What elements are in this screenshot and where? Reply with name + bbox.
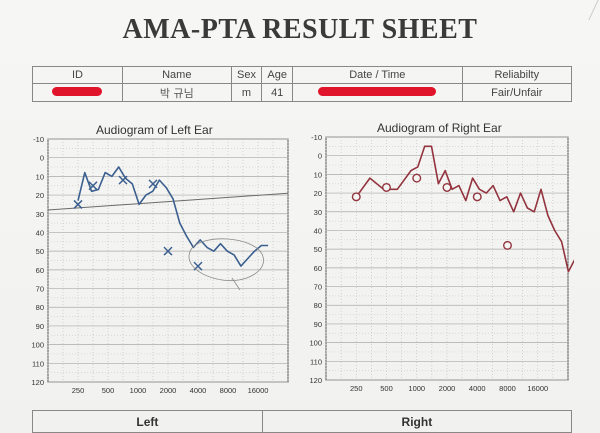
sex-value: m (230, 83, 263, 102)
o-marker (351, 192, 361, 202)
y-tick-label: 60 (36, 266, 44, 275)
info-value-row: 박 규님 m 41 Fair/Unfair (32, 83, 573, 102)
x-tick-label: 4000 (190, 386, 207, 394)
reliability-value: Fair/Unfair (461, 83, 573, 102)
y-tick-label: 80 (36, 303, 44, 312)
x-tick-label: 1000 (408, 384, 425, 393)
y-tick-label: 20 (36, 191, 44, 200)
y-tick-label: 110 (32, 359, 44, 368)
x-marker (163, 246, 173, 256)
y-tick-label: 120 (309, 376, 322, 385)
y-tick-label: 90 (36, 322, 44, 331)
x-tick-label: 8000 (499, 384, 516, 393)
y-tick-label: 10 (36, 172, 44, 181)
right-label: Right (261, 410, 573, 433)
y-tick-label: 70 (314, 283, 322, 292)
id-redaction (52, 86, 103, 96)
y-tick-label: 40 (36, 228, 44, 237)
x-marker (73, 199, 83, 209)
y-tick-label: 50 (314, 245, 322, 254)
y-tick-label: 110 (310, 357, 322, 366)
x-tick-label: 1000 (130, 386, 147, 394)
y-tick-label: 0 (318, 152, 322, 161)
left-chart-title: Audiogram of Left Ear (96, 123, 213, 137)
patient-info-table: ID Name Sex Age Date / Time Reliabilty 박… (32, 66, 573, 102)
name-value: 박 규님 (121, 83, 232, 102)
summary-table: Left Right (32, 410, 573, 433)
x-marker (118, 175, 128, 185)
x-tick-label: 250 (350, 384, 363, 393)
y-tick-label: 80 (314, 301, 322, 310)
ear-trace-line (355, 145, 574, 273)
y-tick-label: 60 (314, 264, 322, 273)
o-marker (442, 182, 452, 192)
right-chart-title: Audiogram of Right Ear (377, 121, 502, 135)
y-tick-label: 0 (40, 154, 44, 163)
info-header-row: ID Name Sex Age Date / Time Reliabilty (32, 66, 573, 84)
y-tick-label: 120 (31, 378, 44, 387)
name-text: 박 규님 (159, 86, 194, 100)
y-tick-label: 30 (314, 208, 322, 217)
y-tick-label: -10 (311, 134, 322, 142)
y-tick-label: 100 (31, 341, 44, 350)
y-tick-label: 30 (36, 210, 44, 219)
right-ear-audiogram: -10 0 10 20 30 40 50 60 70 80 90 100 110 120 250 500 100… (309, 134, 574, 393)
x-marker (148, 179, 158, 189)
o-marker (472, 192, 482, 202)
page-title: AMA-PTA RESULT SHEET (122, 14, 478, 45)
col-date-header: Date / Time (292, 66, 463, 84)
x-tick-label: 250 (72, 386, 85, 394)
left-ear-audiogram: -10 0 10 20 30 40 50 60 70 80 90 100 110 120 250 500 100… (31, 136, 289, 394)
o-marker (412, 173, 422, 183)
col-name-header: Name (121, 66, 232, 84)
x-tick-label: 16000 (527, 384, 548, 393)
ear-trace-line (77, 166, 269, 267)
x-tick-label: 2000 (160, 386, 177, 394)
y-tick-label: 70 (36, 285, 44, 294)
y-tick-label: -10 (33, 136, 44, 144)
y-tick-label: 90 (314, 320, 322, 329)
annotation-pencil-line (47, 192, 289, 211)
left-label: Left (32, 410, 263, 433)
date-value (292, 83, 463, 102)
x-tick-label: 16000 (248, 386, 269, 394)
o-marker (502, 240, 512, 250)
x-tick-label: 500 (102, 386, 115, 394)
o-marker (381, 182, 391, 192)
col-age-header: Age (261, 66, 294, 84)
id-value (32, 83, 123, 102)
x-tick-label: 8000 (220, 386, 237, 394)
age-value: 41 (261, 83, 294, 102)
x-tick-label: 2000 (439, 384, 456, 393)
col-id-header: ID (32, 66, 123, 84)
date-redaction (318, 86, 437, 96)
col-sex-header: Sex (230, 66, 263, 84)
x-tick-label: 500 (380, 384, 393, 393)
col-reliability-header: Reliabilty (461, 66, 573, 84)
y-tick-label: 20 (314, 189, 322, 198)
x-tick-label: 4000 (469, 384, 486, 393)
x-marker (88, 181, 98, 191)
y-tick-label: 40 (314, 226, 322, 235)
y-tick-label: 10 (314, 170, 322, 179)
y-tick-label: 50 (36, 247, 44, 256)
pencil-circle-annotation (188, 238, 264, 291)
y-tick-label: 100 (309, 339, 322, 348)
